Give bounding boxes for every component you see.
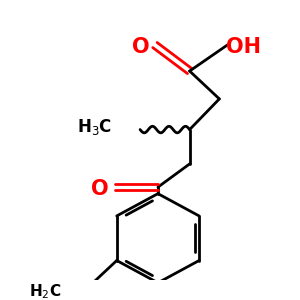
Text: O: O [132,37,150,57]
Text: OH: OH [226,37,261,57]
Text: H$_2$C: H$_2$C [29,282,61,300]
Text: O: O [91,179,108,199]
Text: H$_3$C: H$_3$C [77,117,112,137]
